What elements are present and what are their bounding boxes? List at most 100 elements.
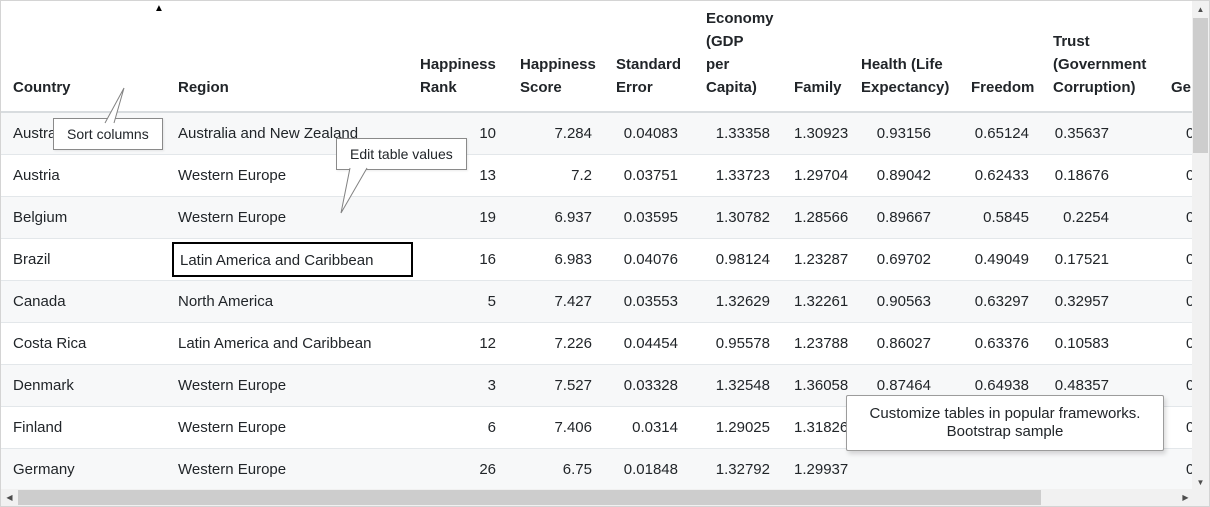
table-cell[interactable]: 0: [1159, 196, 1194, 239]
table-cell[interactable]: 7.527: [508, 364, 604, 407]
table-cell[interactable]: 0.95578: [694, 322, 782, 365]
table-cell[interactable]: 0.35637: [1041, 112, 1159, 155]
horizontal-scrollbar-thumb[interactable]: [18, 490, 1041, 505]
table-cell[interactable]: 1.32548: [694, 364, 782, 407]
table-cell[interactable]: 1.32629: [694, 280, 782, 323]
cell-edit-input[interactable]: Latin America and Caribbean: [172, 242, 413, 277]
table-cell[interactable]: Brazil: [1, 238, 166, 281]
table-cell[interactable]: 1.23287: [782, 238, 849, 281]
table-cell[interactable]: 1.33358: [694, 112, 782, 155]
table-cell[interactable]: 0.90563: [849, 280, 959, 323]
table-cell[interactable]: 10: [408, 112, 508, 155]
table-cell[interactable]: Austria: [1, 154, 166, 197]
table-cell[interactable]: 16: [408, 238, 508, 281]
column-header-region[interactable]: Region: [166, 1, 408, 113]
table-cell[interactable]: 19: [408, 196, 508, 239]
table-cell[interactable]: 6: [408, 406, 508, 449]
table-cell[interactable]: 0: [1159, 364, 1194, 407]
table-cell[interactable]: 0: [1159, 322, 1194, 365]
table-cell[interactable]: 7.2: [508, 154, 604, 197]
table-cell[interactable]: 0.63376: [959, 322, 1041, 365]
table-cell[interactable]: 0.0314: [604, 406, 694, 449]
table-cell[interactable]: 0.93156: [849, 112, 959, 155]
table-cell[interactable]: 7.406: [508, 406, 604, 449]
table-cell[interactable]: Western Europe: [166, 406, 408, 449]
table-cell[interactable]: 1.32261: [782, 280, 849, 323]
table-cell[interactable]: Latin America and Caribbean: [166, 238, 413, 281]
sort-ascending-icon[interactable]: ▲: [154, 3, 164, 14]
table-cell[interactable]: 7.284: [508, 112, 604, 155]
table-cell[interactable]: 0.03328: [604, 364, 694, 407]
table-cell[interactable]: Finland: [1, 406, 166, 449]
table-cell[interactable]: Latin America and Caribbean: [166, 322, 408, 365]
table-cell[interactable]: 0.2254: [1041, 196, 1159, 239]
column-header-happiness-score[interactable]: Happiness Score: [508, 1, 604, 113]
table-cell[interactable]: 1.31826: [782, 406, 849, 449]
table-cell[interactable]: 0.01848: [604, 448, 694, 491]
table-cell[interactable]: 0.5845: [959, 196, 1041, 239]
table-cell[interactable]: [849, 448, 959, 491]
table-cell[interactable]: 0.10583: [1041, 322, 1159, 365]
table-cell[interactable]: Canada: [1, 280, 166, 323]
table-cell[interactable]: 0.03595: [604, 196, 694, 239]
table-cell[interactable]: North America: [166, 280, 408, 323]
table-cell[interactable]: 7.427: [508, 280, 604, 323]
table-cell[interactable]: 1.29704: [782, 154, 849, 197]
table-cell[interactable]: 1.33723: [694, 154, 782, 197]
table-cell[interactable]: 0.04076: [604, 238, 694, 281]
column-header-trust[interactable]: Trust (Government Corruption): [1041, 1, 1159, 113]
horizontal-scrollbar[interactable]: ◀ ▶: [1, 489, 1194, 506]
table-cell[interactable]: Western Europe: [166, 448, 408, 491]
scroll-down-arrow-icon[interactable]: ▼: [1196, 478, 1205, 487]
column-header-country[interactable]: Country: [1, 1, 166, 113]
table-cell[interactable]: 6.75: [508, 448, 604, 491]
column-header-health[interactable]: Health (Life Expectancy): [849, 1, 959, 113]
table-cell[interactable]: 0.98124: [694, 238, 782, 281]
table-cell[interactable]: 1.36058: [782, 364, 849, 407]
column-header-happiness-rank[interactable]: Happiness Rank: [408, 1, 508, 113]
scroll-up-arrow-icon[interactable]: ▲: [1196, 5, 1205, 14]
table-cell[interactable]: Western Europe: [166, 364, 408, 407]
table-cell[interactable]: 12: [408, 322, 508, 365]
table-cell[interactable]: 1.30782: [694, 196, 782, 239]
table-cell[interactable]: 0: [1159, 406, 1194, 449]
table-cell[interactable]: 1.28566: [782, 196, 849, 239]
table-cell[interactable]: 0: [1159, 238, 1194, 281]
table-cell[interactable]: Germany: [1, 448, 166, 491]
scroll-right-arrow-icon[interactable]: ▶: [1182, 493, 1189, 502]
table-cell[interactable]: 0.86027: [849, 322, 959, 365]
table-cell[interactable]: 0: [1159, 448, 1194, 491]
table-cell[interactable]: [959, 448, 1041, 491]
table-cell[interactable]: Western Europe: [166, 196, 408, 239]
scroll-left-arrow-icon[interactable]: ◀: [6, 493, 13, 502]
column-header-standard-error[interactable]: Standard Error: [604, 1, 694, 113]
table-cell[interactable]: 3: [408, 364, 508, 407]
vertical-scrollbar[interactable]: ▲ ▼: [1192, 1, 1209, 491]
table-cell[interactable]: 0.62433: [959, 154, 1041, 197]
column-header-economy[interactable]: Economy (GDP per Capita): [694, 1, 782, 113]
table-cell[interactable]: 1.32792: [694, 448, 782, 491]
table-cell[interactable]: 0.89667: [849, 196, 959, 239]
table-cell[interactable]: 0: [1159, 154, 1194, 197]
table-cell[interactable]: 0.18676: [1041, 154, 1159, 197]
table-cell[interactable]: 0: [1159, 280, 1194, 323]
table-cell[interactable]: [1041, 448, 1159, 491]
table-cell[interactable]: 0.89042: [849, 154, 959, 197]
column-header-freedom[interactable]: Freedom: [959, 1, 1041, 113]
table-cell[interactable]: 0.49049: [959, 238, 1041, 281]
table-cell[interactable]: 6.937: [508, 196, 604, 239]
table-cell[interactable]: 1.30923: [782, 112, 849, 155]
table-cell[interactable]: 0: [1159, 112, 1194, 155]
table-cell[interactable]: 6.983: [508, 238, 604, 281]
table-cell[interactable]: 0.17521: [1041, 238, 1159, 281]
table-cell[interactable]: 0.04454: [604, 322, 694, 365]
table-cell[interactable]: 1.29025: [694, 406, 782, 449]
table-cell[interactable]: Western Europe: [166, 154, 408, 197]
table-cell[interactable]: 0.03751: [604, 154, 694, 197]
table-cell[interactable]: 5: [408, 280, 508, 323]
table-cell[interactable]: 0.04083: [604, 112, 694, 155]
table-cell[interactable]: 0.32957: [1041, 280, 1159, 323]
table-cell[interactable]: Denmark: [1, 364, 166, 407]
table-cell[interactable]: 0.69702: [849, 238, 959, 281]
table-cell[interactable]: 1.29937: [782, 448, 849, 491]
